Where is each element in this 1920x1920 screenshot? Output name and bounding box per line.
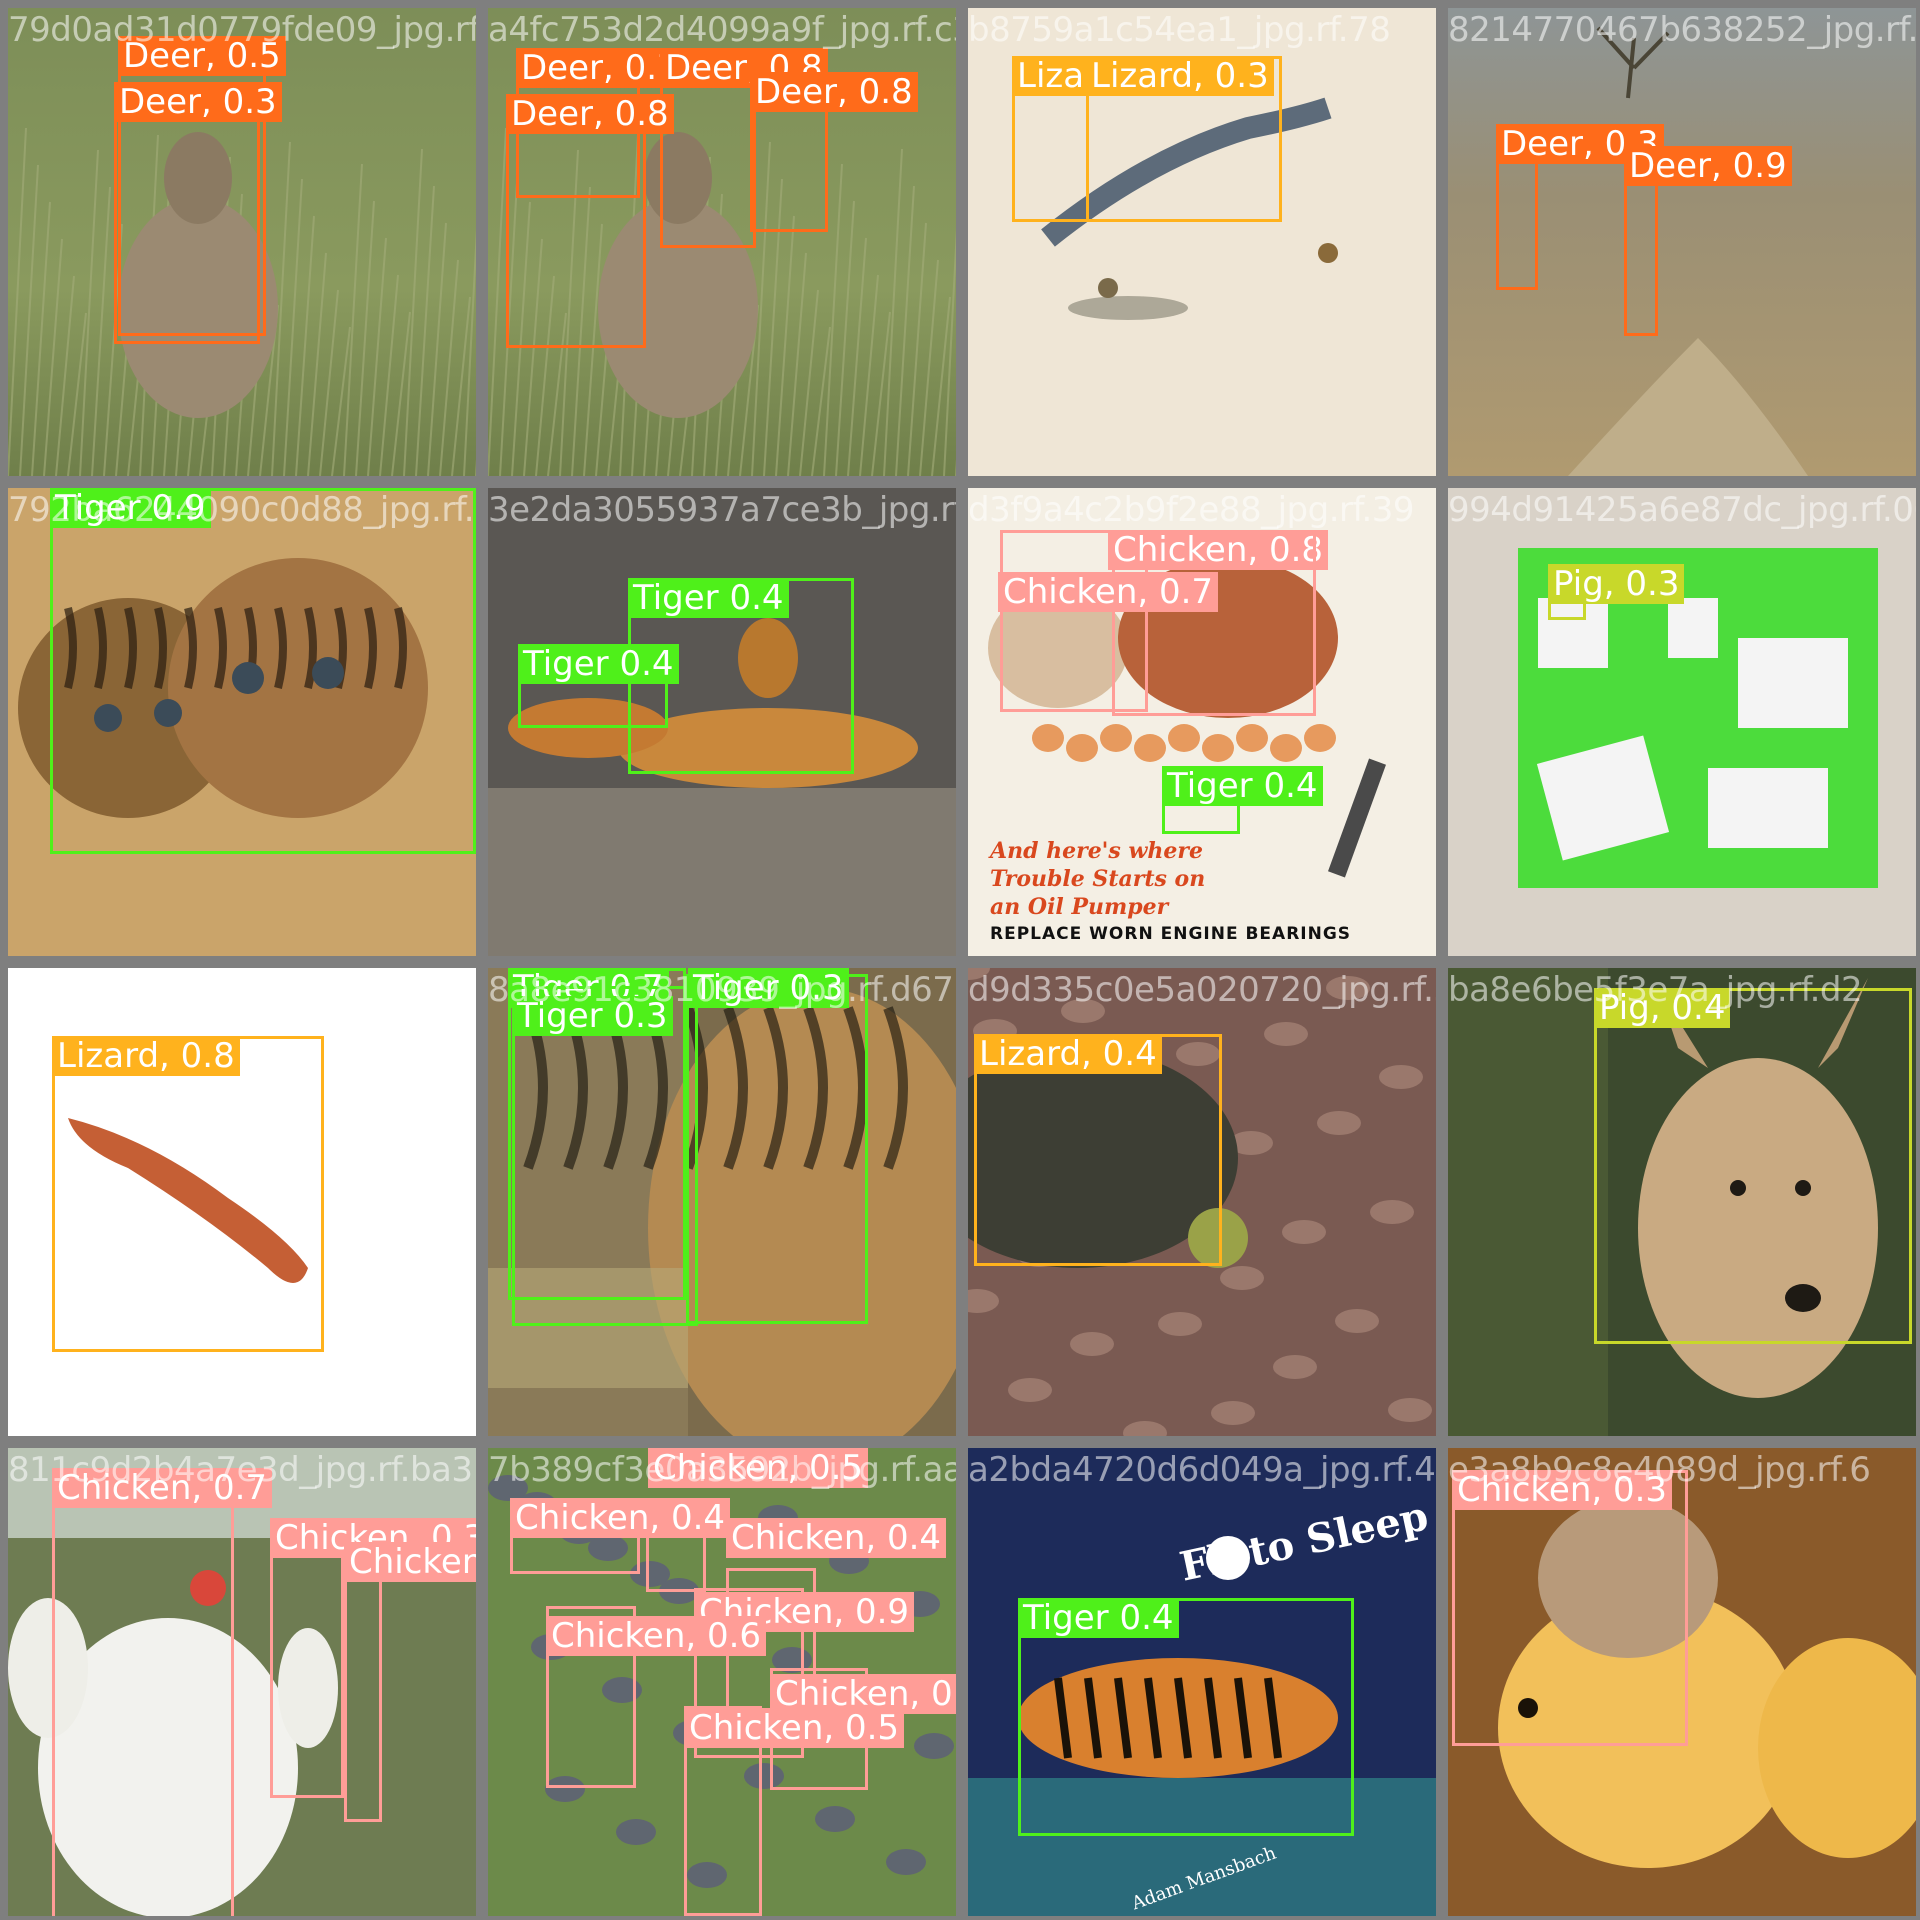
mosaic-tile: Tiger 0.7 Tiger 0.3 Tiger 0.3 8a8e91c381093… [488,968,956,1436]
mosaic-tile: Fk to Sleep Adam Mansbach Tiger 0.4 a2bda47… [968,1448,1436,1916]
tile-image [488,968,956,1436]
detection-label: Tiger 0.4 [518,644,679,684]
detection-box [1018,1598,1354,1836]
detection-box [646,1532,706,1592]
detection-label: Chicken, 0.4 [770,1674,956,1714]
detection-box [270,1518,344,1798]
detection-label: Tiger 0.9 [50,488,211,528]
poster-text: Trouble Starts on [990,866,1206,892]
detection-label: Chicken, 0.7 [52,1468,273,1508]
detection-label: Deer, 0.3 [114,82,282,122]
detection-box [1594,988,1912,1344]
detection-box [1000,530,1148,712]
detection-label: Chicken, 0.5 [648,1448,869,1488]
detection-label: Deer, 0.7 [516,48,684,88]
detection-label: Deer, 0.9 [1624,146,1792,186]
tile-image [968,1448,1436,1916]
detection-label: Lizard, 0.4 [974,1034,1162,1074]
tile-image [8,488,476,956]
detection-label: Chicken, 0.7 [998,572,1219,612]
mosaic-tile: Pig, 0.4 ba8e6be5f3e7a_jpg.rf.d2 [1448,968,1916,1436]
mosaic-tile: Tiger 0.9 792ba6244090c0d88_jpg.rf.8 [8,488,476,956]
mosaic-tile: Lizard, 0.8 76520837e8a58adb_jpg.rf.78 [8,968,476,1436]
mosaic-tile: Chicken, 0.5 Chicken, 0.4 Chicken, 0.4 Chic… [488,1448,956,1916]
detection-label: Tiger 0.4 [628,578,789,618]
mosaic-tile: Lizard, 0.3Lizard, 0.3b8759a1c54ea1_jpg.… [968,8,1436,476]
detection-label: Tiger 0.4 [1162,766,1323,806]
detection-label: Deer, 0.5 [118,36,286,76]
detection-box [1112,530,1316,716]
poster-footer: REPLACE WORN ENGINE BEARINGS [990,924,1352,944]
detection-label: Tiger 0.3 [688,968,849,1008]
detection-label: Lizard, 0.8 [52,1036,240,1076]
tile-image [968,968,1436,1436]
tile-image [1448,1448,1916,1916]
detection-label: Tiger 0.4 [1018,1598,1179,1638]
detection-label: Lizard, 0.3 [1086,56,1274,96]
poster-text: And here's where [990,838,1203,864]
detection-label: Pig, 0.3 [1548,564,1685,604]
detection-label: Chicken, 0.5 [684,1708,905,1748]
detection-label: Chicken, 0.3 [1452,1470,1673,1510]
mosaic-tile: Deer, 0.3 Deer, 0.9 8214770467b638252_jpg.… [1448,8,1916,476]
detection-label: Deer, 0.8 [506,94,674,134]
poster-text: an Oil Pumper [990,894,1169,920]
tile-image [1448,968,1916,1436]
detection-box [686,974,868,1324]
mosaic-tile: Deer, 0.7 Deer, 0.8 Deer, 0.8 Deer, 0.8 a4fc… [488,8,956,476]
tile-image [1448,8,1916,476]
detection-box [52,1036,324,1352]
mosaic-tile: Lizard, 0.4 d9d335c0e5a020720_jpg.rf.3 [968,968,1436,1436]
detection-label: Deer, 0.8 [750,72,918,112]
detection-box [50,488,476,854]
mosaic-tile: Tiger 0.4 Tiger 0.4 3e2da3055937a7ce3b_jpg… [488,488,956,956]
mosaic-tile: And here's where Trouble Starts on an Oil … [968,488,1436,956]
detection-box [512,986,698,1326]
detection-label: Pig, 0.4 [1594,988,1731,1028]
mosaic-tile: Pig, 0.3 994d91425a6e87dc_jpg.rf.06 [1448,488,1916,956]
detection-label: Chicken, 0.4 [510,1498,731,1538]
detection-box [1452,1470,1688,1746]
detection-box [546,1606,636,1788]
detection-label: Chicken, 0.6 [344,1542,476,1582]
mosaic-tile: Deer, 0.5 Deer, 0.3 79d0ad31d0779fde09_jpg… [8,8,476,476]
detection-box [344,1542,382,1822]
detection-box [684,1706,762,1916]
detection-box [52,1468,234,1916]
detection-label: Chicken, 0.4 [726,1518,947,1558]
detection-label: Chicken, 0.8 [1108,530,1329,570]
detection-label: Chicken, 0.6 [546,1616,767,1656]
detection-label: Tiger 0.3 [512,996,673,1036]
mosaic-tile: Chicken, 0.3 e3a8b9c8e4089d_jpg.rf.6 [1448,1448,1916,1916]
detection-box [694,1588,804,1758]
tile-image [1448,488,1916,956]
